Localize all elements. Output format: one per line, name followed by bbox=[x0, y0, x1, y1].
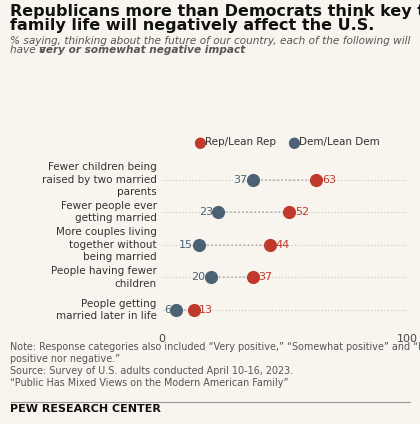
Text: 37: 37 bbox=[233, 175, 247, 185]
Text: Fewer children being
raised by two married
parents: Fewer children being raised by two marri… bbox=[42, 162, 157, 197]
Text: % saying, thinking about the future of our country, each of the following will: % saying, thinking about the future of o… bbox=[10, 36, 411, 46]
Text: People having fewer
children: People having fewer children bbox=[51, 266, 157, 289]
Text: have a: have a bbox=[10, 45, 50, 55]
Point bbox=[313, 176, 320, 183]
Text: 6: 6 bbox=[164, 305, 171, 315]
Text: ●: ● bbox=[193, 134, 206, 150]
Point bbox=[249, 274, 256, 281]
Text: Rep/Lean Rep: Rep/Lean Rep bbox=[205, 137, 276, 147]
Text: Source: Survey of U.S. adults conducted April 10-16, 2023.: Source: Survey of U.S. adults conducted … bbox=[10, 366, 294, 376]
Text: 13: 13 bbox=[199, 305, 213, 315]
Text: Dem/Lean Dem: Dem/Lean Dem bbox=[299, 137, 380, 147]
Text: positive nor negative.”: positive nor negative.” bbox=[10, 354, 121, 364]
Text: 63: 63 bbox=[322, 175, 336, 185]
Point bbox=[286, 209, 293, 216]
Point bbox=[249, 176, 256, 183]
Text: family life will negatively affect the U.S.: family life will negatively affect the U… bbox=[10, 18, 375, 33]
Point bbox=[195, 242, 202, 248]
Text: 44: 44 bbox=[275, 240, 289, 250]
Text: PEW RESEARCH CENTER: PEW RESEARCH CENTER bbox=[10, 404, 161, 415]
Point bbox=[207, 274, 214, 281]
Text: Note: Response categories also included “Very positive,” “Somewhat positive” and: Note: Response categories also included … bbox=[10, 342, 420, 352]
Text: 15: 15 bbox=[179, 240, 193, 250]
Text: ●: ● bbox=[288, 134, 300, 150]
Text: More couples living
together without
being married: More couples living together without bei… bbox=[56, 227, 157, 262]
Point bbox=[190, 307, 197, 313]
Point bbox=[266, 242, 273, 248]
Text: People getting
married later in life: People getting married later in life bbox=[56, 299, 157, 321]
Text: Republicans more than Democrats think key trends in: Republicans more than Democrats think ke… bbox=[10, 4, 420, 19]
Text: 23: 23 bbox=[199, 207, 213, 217]
Text: “Public Has Mixed Views on the Modern American Family”: “Public Has Mixed Views on the Modern Am… bbox=[10, 378, 289, 388]
Text: very or somewhat negative impact: very or somewhat negative impact bbox=[39, 45, 245, 55]
Text: 20: 20 bbox=[191, 273, 205, 282]
Text: 52: 52 bbox=[295, 207, 309, 217]
Point bbox=[215, 209, 222, 216]
Point bbox=[173, 307, 180, 313]
Text: Fewer people ever
getting married: Fewer people ever getting married bbox=[60, 201, 157, 223]
Text: 37: 37 bbox=[258, 273, 272, 282]
